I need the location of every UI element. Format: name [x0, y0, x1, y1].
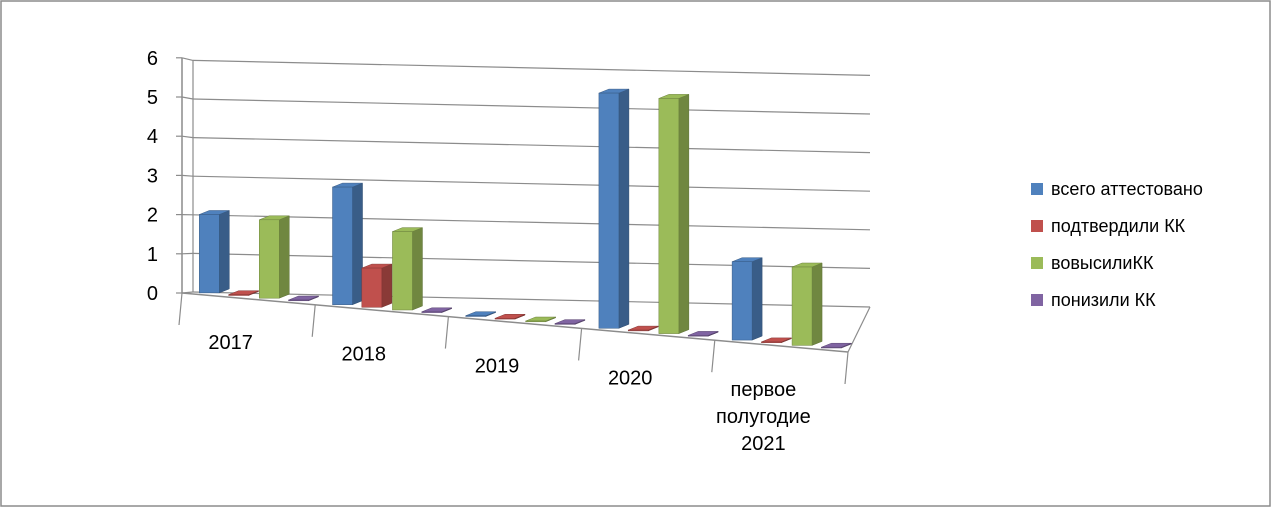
bar [259, 215, 290, 299]
y-tick-label: 1 [147, 244, 158, 266]
bars-layer [199, 88, 852, 349]
y-tick-label: 5 [147, 87, 158, 109]
bar [525, 316, 556, 323]
legend: всего аттестовано подтвердили КК вовысилиК… [1031, 179, 1203, 310]
x-tick-mark [578, 328, 583, 361]
bar [791, 262, 823, 346]
legend-label: понизили КК [1051, 290, 1156, 310]
grid-connector [181, 174, 194, 177]
x-tick-mark [178, 292, 183, 326]
bar [332, 182, 363, 306]
grid-connector [181, 96, 194, 100]
floor-right-edge [847, 306, 871, 353]
bar [392, 227, 423, 311]
x-tick-mark [444, 316, 449, 349]
grid-connector [181, 57, 194, 61]
legend-label: подтвердили КК [1051, 216, 1186, 236]
x-tick-mark [311, 304, 316, 337]
bar [761, 337, 792, 344]
x-category-label: 2019 [475, 356, 520, 378]
bar [821, 342, 852, 349]
labels-layer: 0 1 2 3 4 5 6 2017 2018 2019 2020 первое полугодие 20… [147, 48, 811, 455]
gridline [192, 214, 871, 231]
legend-label: всего аттестовано [1051, 179, 1203, 199]
x-category-label: 2020 [608, 367, 653, 389]
bar [731, 257, 763, 341]
bar [598, 88, 630, 329]
x-tick-mark [711, 340, 716, 373]
x-category-label: 2018 [342, 344, 387, 366]
bar [687, 331, 719, 337]
y-tick-label: 6 [147, 48, 158, 70]
gridline [192, 59, 871, 76]
x-tick-mark [844, 351, 849, 385]
gridline [192, 175, 871, 192]
bar [627, 325, 659, 332]
x-axis-line [181, 292, 849, 353]
legend-swatch [1031, 220, 1043, 232]
bar [658, 94, 690, 334]
y-tick-label: 4 [147, 126, 158, 148]
y-tick-label: 3 [147, 165, 158, 187]
legend-swatch [1031, 294, 1043, 306]
grid-connector [181, 135, 194, 139]
bar [465, 311, 496, 317]
legend-swatch [1031, 183, 1043, 195]
legend-label: вовысилиКК [1051, 253, 1154, 273]
y-tick-label: 0 [147, 283, 158, 305]
bar [288, 295, 319, 302]
bar [199, 210, 230, 294]
gridline [192, 137, 871, 154]
x-category-label: 2021 [741, 433, 786, 455]
grid-layer [176, 57, 871, 385]
y-tick-label: 2 [147, 205, 158, 227]
bar [361, 263, 393, 308]
x-category-label: 2017 [208, 332, 253, 354]
x-category-label: полугодие [716, 406, 811, 428]
bar [554, 319, 586, 325]
bar [228, 290, 259, 296]
bar [421, 307, 453, 313]
x-category-label: первое [731, 379, 797, 401]
gridline [192, 98, 871, 115]
bar [494, 313, 526, 320]
legend-swatch [1031, 257, 1043, 269]
